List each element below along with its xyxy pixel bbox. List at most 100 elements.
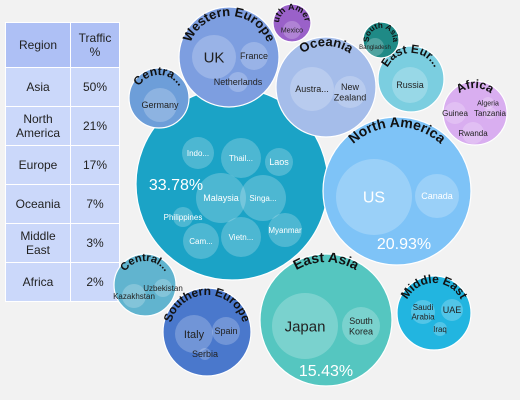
region-cell: Europe bbox=[5, 145, 71, 185]
child-label-italy: Italy bbox=[184, 329, 205, 341]
child-bubble-philippines bbox=[173, 207, 193, 227]
child-label-laos: Laos bbox=[269, 157, 289, 167]
bubble-group-sea: Indo... Thail... Laos Malaysia Singa... Phili… bbox=[135, 87, 329, 281]
bubble-group-centra: GermanyCentra... bbox=[128, 64, 190, 129]
child-bubble-bangladesh bbox=[366, 38, 384, 56]
child-label-serbia: Serbia bbox=[192, 349, 218, 359]
bubble-central bbox=[113, 253, 177, 317]
traffic-table: Region Traffic % Asia 50% North America … bbox=[5, 22, 120, 302]
child-bubble-austra bbox=[290, 67, 334, 111]
child-bubble-germany bbox=[143, 88, 177, 122]
traffic-column-header: Traffic % bbox=[70, 22, 120, 68]
child-bubble-tanzania bbox=[484, 107, 496, 119]
child-label-france: France bbox=[240, 51, 268, 61]
table-row: Europe 17% bbox=[5, 145, 120, 185]
bubble-east-asia bbox=[259, 253, 393, 387]
value-label-north-america: 20.93% bbox=[377, 236, 431, 253]
child-bubble-malaysia bbox=[196, 173, 246, 223]
child-bubble-new-zealand bbox=[334, 76, 366, 108]
table-header-row: Region Traffic % bbox=[5, 22, 120, 68]
traffic-cell: 17% bbox=[70, 145, 120, 185]
value-label-sea: 33.78% bbox=[149, 177, 203, 194]
bubble-africa bbox=[442, 80, 508, 146]
child-label-indo: Indo... bbox=[187, 149, 209, 158]
child-bubble-vietn bbox=[221, 217, 261, 257]
child-label-spain: Spain bbox=[214, 326, 237, 336]
child-label-japan: Japan bbox=[285, 318, 326, 335]
bubble-oceania bbox=[275, 36, 377, 138]
child-bubble-south-korea bbox=[342, 307, 380, 345]
child-bubble-russia bbox=[392, 67, 428, 103]
child-label-cam: Cam... bbox=[189, 237, 213, 246]
bubble-group-east-asia: Japan South Korea East Asia 15.43% bbox=[259, 249, 393, 387]
region-cell: North America bbox=[5, 106, 71, 146]
child-label-netherlands: Netherlands bbox=[214, 77, 263, 87]
child-label-new-zealand: New Zealand bbox=[334, 82, 367, 103]
child-label-uk: UK bbox=[204, 49, 225, 66]
table-row: Asia 50% bbox=[5, 67, 120, 107]
child-bubble-italy bbox=[175, 315, 213, 353]
child-bubble-singa bbox=[240, 175, 286, 221]
child-bubble-myanmar bbox=[268, 213, 302, 247]
child-label-us: US bbox=[363, 190, 385, 207]
child-bubble-indo bbox=[182, 137, 214, 169]
child-bubble-uk bbox=[192, 35, 236, 79]
child-bubble-laos bbox=[265, 148, 293, 176]
child-bubble-netherlands bbox=[228, 72, 248, 92]
child-bubble-canada bbox=[415, 174, 459, 218]
bubble-western-europe bbox=[178, 6, 280, 108]
child-bubble-guinea bbox=[444, 102, 466, 124]
bubble-south-asia bbox=[362, 21, 400, 59]
child-label-uae: UAE bbox=[443, 305, 462, 315]
bubble-label-east-asia: East Asia bbox=[290, 249, 362, 273]
child-label-myanmar: Myanmar bbox=[268, 226, 302, 235]
table-row: Africa 2% bbox=[5, 262, 120, 302]
traffic-cell: 3% bbox=[70, 223, 120, 263]
child-label-iraq: Iraq bbox=[433, 325, 447, 334]
region-cell: Oceania bbox=[5, 184, 71, 224]
child-label-south-korea: South Korea bbox=[349, 316, 373, 337]
child-bubble-rwanda bbox=[462, 122, 484, 144]
child-bubble-uae bbox=[441, 299, 463, 321]
table-row: Oceania 7% bbox=[5, 184, 120, 224]
child-label-kazakhstan: Kazakhstan bbox=[113, 292, 155, 301]
child-bubble-france bbox=[240, 42, 268, 70]
child-label-thail: Thail... bbox=[229, 154, 253, 163]
child-bubble-cam bbox=[183, 223, 219, 259]
child-bubble-iraq bbox=[433, 322, 447, 336]
child-label-canada: Canada bbox=[421, 191, 453, 201]
child-label-russia: Russia bbox=[396, 80, 424, 90]
child-label-singa: Singa... bbox=[249, 194, 276, 203]
child-bubble-us bbox=[336, 159, 412, 235]
bubble-label-oceania: Oceania bbox=[296, 34, 356, 57]
child-label-mexico: Mexico bbox=[281, 27, 303, 34]
bubble-group-oceania: Austra... New Zealand Oceania bbox=[275, 34, 377, 138]
child-label-vietn: Vietn... bbox=[229, 233, 254, 242]
bubble-south-america bbox=[272, 3, 312, 43]
child-label-malaysia: Malaysia bbox=[203, 193, 239, 203]
child-bubble-algeria bbox=[482, 97, 494, 109]
child-bubble-serbia bbox=[199, 348, 211, 360]
child-label-guinea: Guinea bbox=[442, 109, 468, 118]
table-row: Middle East 3% bbox=[5, 223, 120, 263]
region-column-header: Region bbox=[5, 22, 71, 68]
child-label-germany: Germany bbox=[141, 100, 179, 110]
table-row: North America 21% bbox=[5, 106, 120, 146]
child-bubble-thail bbox=[221, 138, 261, 178]
child-bubble-mexico bbox=[283, 21, 301, 39]
child-label-algeria: Algeria bbox=[477, 100, 499, 107]
child-label-rwanda: Rwanda bbox=[458, 129, 488, 138]
traffic-cell: 21% bbox=[70, 106, 120, 146]
bubble-north-america bbox=[322, 116, 472, 266]
child-label-tanzania: Tanzania bbox=[474, 109, 507, 118]
child-bubble-kazakhstan bbox=[122, 284, 146, 308]
bubble-middle-east bbox=[396, 275, 472, 351]
region-cell: Africa bbox=[5, 262, 71, 302]
child-bubble-spain bbox=[212, 317, 240, 345]
